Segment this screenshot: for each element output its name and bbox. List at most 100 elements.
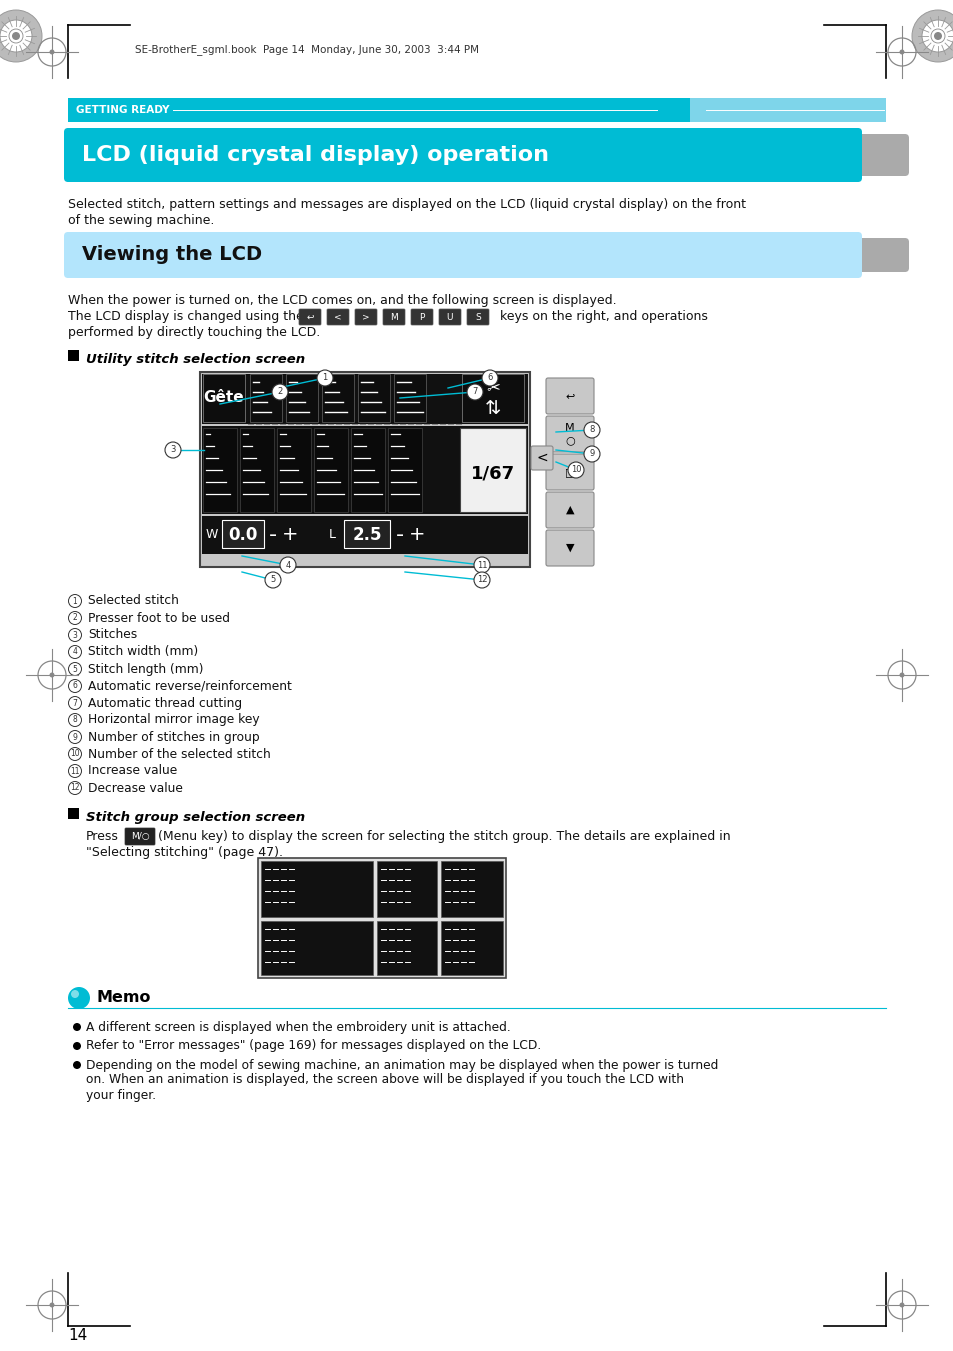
Circle shape xyxy=(272,384,288,400)
Text: The LCD display is changed using the: The LCD display is changed using the xyxy=(68,309,303,323)
Text: Decrease value: Decrease value xyxy=(88,781,183,794)
Circle shape xyxy=(899,673,903,677)
Circle shape xyxy=(12,32,20,41)
Text: □: □ xyxy=(564,467,575,477)
Circle shape xyxy=(567,462,583,478)
FancyBboxPatch shape xyxy=(261,861,373,917)
FancyBboxPatch shape xyxy=(327,309,349,326)
Circle shape xyxy=(73,1061,81,1069)
Text: -: - xyxy=(395,526,404,544)
FancyBboxPatch shape xyxy=(298,309,320,326)
FancyBboxPatch shape xyxy=(689,99,885,122)
Text: Stitches: Stitches xyxy=(88,628,137,642)
Circle shape xyxy=(474,557,490,573)
Text: 7: 7 xyxy=(72,698,77,708)
FancyBboxPatch shape xyxy=(240,428,274,512)
Circle shape xyxy=(921,20,953,51)
Text: 4: 4 xyxy=(285,561,291,570)
Circle shape xyxy=(50,1302,54,1308)
FancyBboxPatch shape xyxy=(376,921,436,975)
Circle shape xyxy=(474,571,490,588)
FancyBboxPatch shape xyxy=(202,516,527,554)
FancyBboxPatch shape xyxy=(545,454,594,490)
Text: S: S xyxy=(475,312,480,322)
Text: Number of stitches in group: Number of stitches in group xyxy=(88,731,259,743)
FancyBboxPatch shape xyxy=(848,134,908,176)
FancyBboxPatch shape xyxy=(394,374,426,422)
Text: ▲: ▲ xyxy=(565,505,574,515)
Circle shape xyxy=(481,370,497,386)
FancyBboxPatch shape xyxy=(545,416,594,453)
Circle shape xyxy=(0,9,42,62)
Text: 12: 12 xyxy=(71,784,80,793)
FancyBboxPatch shape xyxy=(388,428,421,512)
Text: 8: 8 xyxy=(72,716,77,724)
FancyBboxPatch shape xyxy=(848,238,908,272)
Text: Gête: Gête xyxy=(204,389,244,404)
FancyBboxPatch shape xyxy=(203,374,245,422)
FancyBboxPatch shape xyxy=(382,309,405,326)
Text: 7: 7 xyxy=(472,388,477,396)
Text: 11: 11 xyxy=(476,561,487,570)
Circle shape xyxy=(316,370,333,386)
FancyBboxPatch shape xyxy=(351,428,385,512)
FancyBboxPatch shape xyxy=(68,99,689,122)
Circle shape xyxy=(583,422,599,438)
Text: U: U xyxy=(446,312,453,322)
Text: When the power is turned on, the LCD comes on, and the following screen is displ: When the power is turned on, the LCD com… xyxy=(68,295,616,307)
FancyBboxPatch shape xyxy=(440,921,502,975)
Text: 9: 9 xyxy=(589,450,594,458)
FancyBboxPatch shape xyxy=(438,309,460,326)
Text: >: > xyxy=(362,312,370,322)
FancyBboxPatch shape xyxy=(344,520,390,549)
FancyBboxPatch shape xyxy=(64,232,862,278)
Text: Number of the selected stitch: Number of the selected stitch xyxy=(88,747,271,761)
Text: ▼: ▼ xyxy=(565,543,574,553)
Circle shape xyxy=(50,673,54,677)
Circle shape xyxy=(280,557,295,573)
Circle shape xyxy=(467,384,482,400)
Text: -: - xyxy=(269,526,276,544)
FancyBboxPatch shape xyxy=(545,492,594,528)
FancyBboxPatch shape xyxy=(276,428,311,512)
Text: keys on the right, and operations: keys on the right, and operations xyxy=(499,309,707,323)
Text: Memo: Memo xyxy=(96,990,151,1005)
Circle shape xyxy=(73,1042,81,1050)
Circle shape xyxy=(933,32,941,41)
FancyBboxPatch shape xyxy=(411,309,433,326)
Text: M/○: M/○ xyxy=(131,832,150,842)
Text: Press: Press xyxy=(86,830,119,843)
Text: GETTING READY: GETTING READY xyxy=(76,105,170,115)
Circle shape xyxy=(899,50,903,54)
Text: 2: 2 xyxy=(277,388,282,396)
Text: Automatic reverse/reinforcement: Automatic reverse/reinforcement xyxy=(88,680,292,693)
FancyBboxPatch shape xyxy=(202,374,527,424)
Text: Stitch width (mm): Stitch width (mm) xyxy=(88,646,198,658)
FancyBboxPatch shape xyxy=(545,378,594,413)
Text: A different screen is displayed when the embroidery unit is attached.: A different screen is displayed when the… xyxy=(86,1020,510,1034)
Text: of the sewing machine.: of the sewing machine. xyxy=(68,213,214,227)
Text: 2: 2 xyxy=(72,613,77,623)
Text: your finger.: your finger. xyxy=(86,1089,156,1101)
Text: W: W xyxy=(206,528,218,542)
Text: 3: 3 xyxy=(72,631,77,639)
Text: 10: 10 xyxy=(71,750,80,758)
Circle shape xyxy=(265,571,281,588)
Circle shape xyxy=(68,988,90,1009)
FancyBboxPatch shape xyxy=(250,374,282,422)
Text: ↩: ↩ xyxy=(565,390,574,401)
Text: ⇅: ⇅ xyxy=(484,400,500,419)
Text: <: < xyxy=(334,312,341,322)
Text: 4: 4 xyxy=(72,647,77,657)
Text: Refer to "Error messages" (page 169) for messages displayed on the LCD.: Refer to "Error messages" (page 169) for… xyxy=(86,1039,540,1052)
Text: 5: 5 xyxy=(270,576,275,585)
Circle shape xyxy=(165,442,181,458)
Text: (Menu key) to display the screen for selecting the stitch group. The details are: (Menu key) to display the screen for sel… xyxy=(158,830,730,843)
FancyBboxPatch shape xyxy=(461,374,523,422)
Text: M
○: M ○ xyxy=(564,423,575,444)
Text: +: + xyxy=(281,526,298,544)
Circle shape xyxy=(899,1302,903,1308)
FancyBboxPatch shape xyxy=(467,309,489,326)
Text: M: M xyxy=(390,312,397,322)
FancyBboxPatch shape xyxy=(286,374,317,422)
